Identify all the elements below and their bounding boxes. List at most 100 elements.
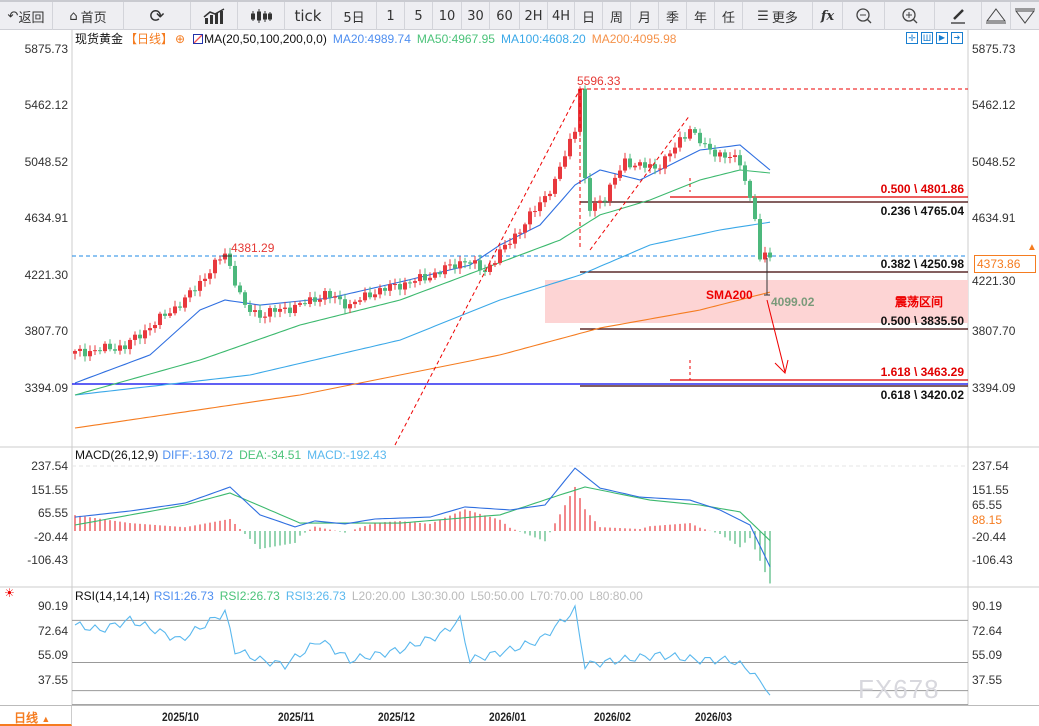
macd-legend: MACD(26,12,9) DIFF:-130.72 DEA:-34.51 MACD:… [75, 448, 393, 462]
rsi-axis-label-right: 72.64 [972, 623, 1003, 638]
candle-up [668, 153, 672, 157]
macd-dea: DEA:-34.51 [239, 448, 302, 462]
price-axis-label-right: 3807.70 [972, 324, 1016, 339]
candle-up [213, 259, 217, 274]
period-year[interactable]: 年 [687, 2, 715, 30]
candlestick-button[interactable] [238, 2, 285, 30]
candle-up [298, 303, 302, 305]
caret-up-icon: ▲ [41, 714, 51, 724]
crosshair-tool-icon[interactable]: ✛ [906, 32, 918, 44]
ma100-line [74, 221, 771, 396]
draw-button[interactable] [935, 2, 982, 30]
rsi-axis-label-left: 72.64 [37, 623, 68, 638]
candle-down [478, 260, 482, 271]
candle-down [303, 303, 307, 305]
rsi-l30: L30:30.00 [411, 589, 465, 603]
indicator-chart-button[interactable] [191, 2, 238, 30]
rsi-axis-label-left: 55.09 [37, 648, 68, 663]
candle-up [678, 137, 682, 148]
period-5min[interactable]: 5 [405, 2, 433, 30]
high-price-label: 5596.33 [577, 74, 621, 88]
macd-axis-label-left: -106.43 [27, 553, 68, 568]
price-axis-label-right: 4634.91 [972, 211, 1016, 226]
scroll-up-button[interactable] [982, 2, 1011, 30]
candle-up [763, 252, 767, 260]
chart-tools: ✛ Ш ▶ ➜ [906, 32, 963, 44]
alert-up-icon[interactable]: ▲ [1027, 242, 1037, 253]
formula-button[interactable]: fx [813, 2, 843, 30]
candle-down [163, 313, 167, 316]
rsi2: RSI2:26.73 [219, 589, 280, 603]
triangle-up-icon [986, 8, 1006, 24]
exit-tool-icon[interactable]: ➜ [951, 32, 963, 44]
candle-up [613, 177, 617, 185]
price-axis-label-left: 5048.52 [24, 154, 68, 169]
candle-up [148, 328, 152, 331]
date-label: 2026/02 [594, 710, 631, 724]
candle-up [618, 170, 622, 178]
candle-up [218, 259, 222, 261]
period-4h[interactable]: 4H [548, 2, 575, 30]
period-5day[interactable]: 5日 [332, 2, 377, 30]
candle-up [378, 288, 382, 295]
candle-up [543, 196, 547, 203]
scale-tool-icon[interactable]: Ш [921, 32, 933, 44]
candle-up [498, 249, 502, 264]
more-button[interactable]: ☰ 更多 [743, 2, 813, 30]
rsi-title: RSI(14,14,14) [75, 589, 150, 603]
scroll-down-button[interactable] [1011, 2, 1039, 30]
candle-up [568, 138, 572, 157]
ma-icon [193, 34, 204, 44]
period-2h[interactable]: 2H [520, 2, 548, 30]
zoom-out-button[interactable] [843, 2, 885, 30]
period-day[interactable]: 日 [575, 2, 603, 30]
period-quarter[interactable]: 季 [659, 2, 687, 30]
candle-up [633, 165, 637, 168]
macd-current: 88.15 [972, 513, 1003, 527]
home-button[interactable]: ⌂ 首页 [53, 2, 124, 30]
macd-diff: DIFF:-130.72 [162, 448, 234, 462]
period-1min[interactable]: 1 [377, 2, 405, 30]
candle-down [368, 292, 372, 298]
ma200-value: MA200:4095.98 [591, 32, 677, 46]
period-custom[interactable]: 任 [715, 2, 743, 30]
refresh-button[interactable]: ⟳ [124, 2, 191, 30]
fib-label: 0.618 \ 3420.02 [880, 388, 964, 402]
date-axis: 日线 ▲ 2025/10 2025/11 2025/12 2026/01 202… [0, 705, 1039, 726]
period-label: 【日线】 [125, 32, 174, 46]
period-week[interactable]: 周 [603, 2, 631, 30]
back-button[interactable]: ↶ 返回 [0, 2, 53, 30]
candle-down [643, 162, 647, 168]
candle-up [648, 164, 652, 168]
settings-sun-icon[interactable]: ☀ [4, 586, 15, 600]
candle-down [603, 200, 607, 202]
chart-canvas[interactable] [0, 30, 1039, 705]
candle-down [423, 274, 427, 281]
zoom-in-button[interactable] [885, 2, 935, 30]
candle-up [513, 233, 517, 244]
play-tool-icon[interactable]: ▶ [936, 32, 948, 44]
period-month[interactable]: 月 [631, 2, 659, 30]
candle-up [688, 129, 692, 139]
period-60min[interactable]: 60 [490, 2, 520, 30]
macd-diff-line [74, 467, 771, 568]
date-label: 2025/10 [162, 710, 199, 724]
crosshair-icon[interactable]: ⊕ [175, 32, 186, 46]
candle-up [333, 296, 337, 298]
menu-icon: ☰ [757, 8, 769, 24]
candle-up [428, 277, 432, 281]
fib-label: 0.500 \ 4801.86 [880, 182, 964, 196]
candle-down [588, 178, 592, 211]
range-zone [545, 280, 968, 323]
candle-up [168, 313, 172, 316]
rsi-axis-label-right: 37.55 [972, 673, 1003, 687]
candle-up [418, 274, 422, 282]
candle-down [758, 219, 762, 260]
candle-up [673, 147, 677, 154]
candle-up [473, 260, 477, 264]
candle-down [383, 288, 387, 291]
period-30min[interactable]: 30 [462, 2, 490, 30]
period-tick[interactable]: tick [285, 2, 332, 30]
period-10min[interactable]: 10 [433, 2, 462, 30]
period-selector[interactable]: 日线 ▲ [0, 706, 72, 726]
